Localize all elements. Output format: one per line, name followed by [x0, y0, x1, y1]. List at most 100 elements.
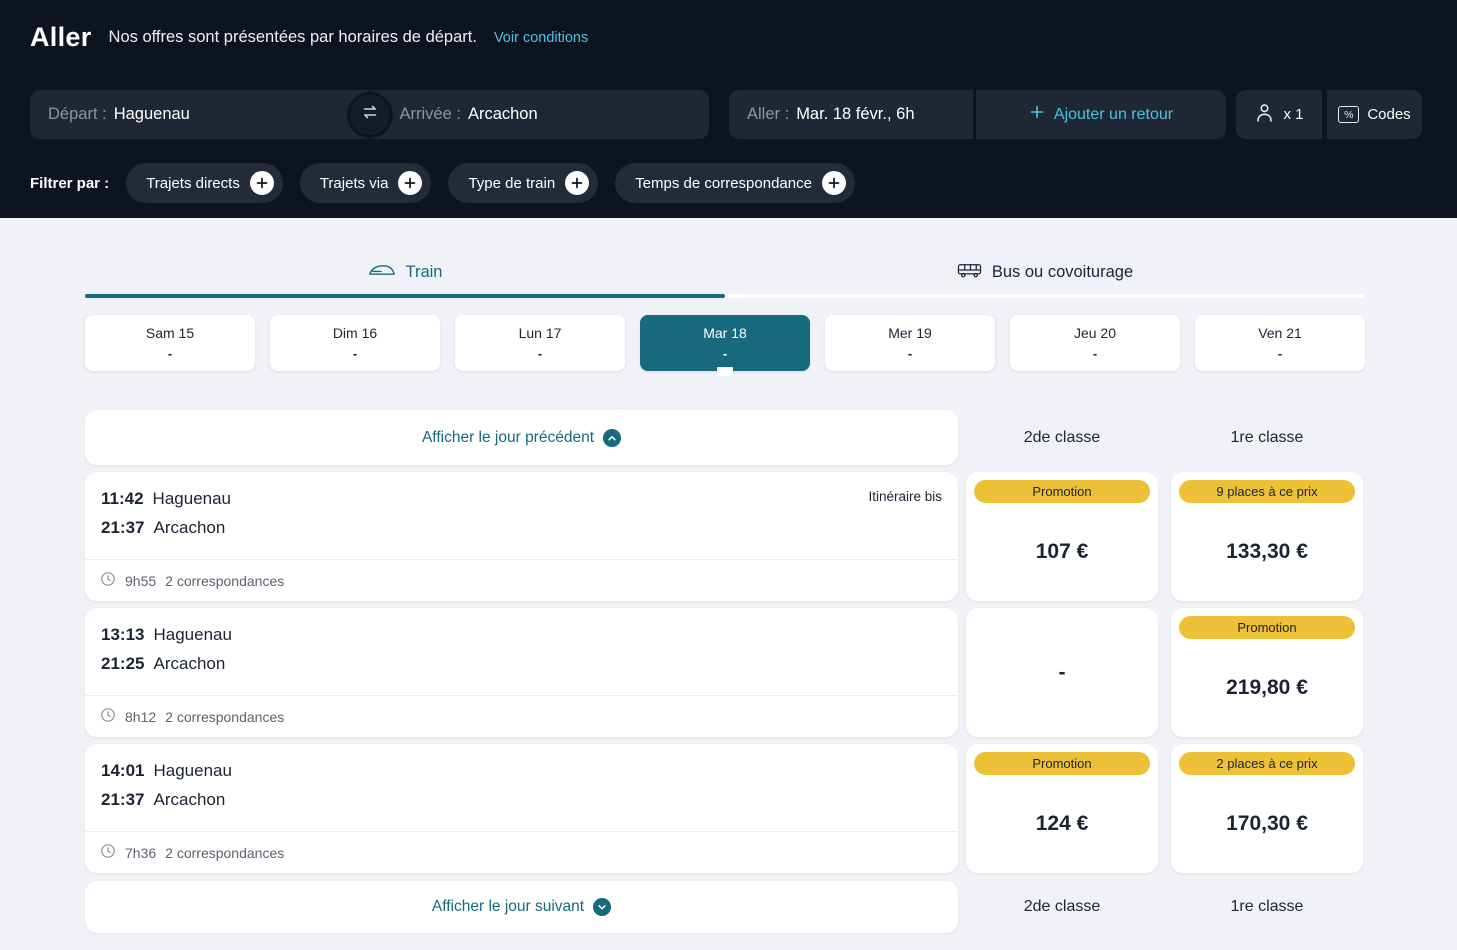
view-conditions-link[interactable]: Voir conditions — [493, 29, 589, 46]
percent-icon: % — [1338, 106, 1360, 123]
journey-arrival: 21:37 Arcachon — [101, 518, 942, 538]
price-value: - — [1058, 660, 1066, 684]
codes-label: Codes — [1367, 106, 1411, 123]
price-card-second-class[interactable]: - — [966, 608, 1158, 737]
page-title: Aller — [30, 22, 92, 52]
date-price: - — [352, 346, 358, 361]
price-value: 170,30 € — [1226, 812, 1308, 835]
passengers-button[interactable]: x 1 — [1236, 90, 1322, 139]
price-card-second-class[interactable]: Promotion 124 € — [966, 744, 1158, 873]
journey-arrival: 21:25 Arcachon — [101, 654, 942, 674]
price-badge: Promotion — [974, 480, 1150, 503]
date-card-dim-16[interactable]: Dim 16 - — [270, 315, 440, 371]
arrival-label: Arrivée : — [399, 105, 461, 123]
date-day: Ven 21 — [1258, 325, 1302, 341]
date-day: Mer 19 — [888, 325, 932, 341]
tab-underline-active — [85, 294, 725, 298]
journey-main: 11:42 Haguenau 21:37 Arcachon Itinéraire… — [85, 472, 958, 559]
filter-chip-direct[interactable]: Trajets directs — [126, 163, 283, 203]
price-card-first-class[interactable]: Promotion 219,80 € — [1171, 608, 1363, 737]
journey-connections: 2 correspondances — [165, 844, 285, 861]
date-card-ven-21[interactable]: Ven 21 - — [1195, 315, 1365, 371]
results-footer-row: Afficher le jour suivant 2de classe 1re … — [85, 881, 1365, 933]
filter-chip-via[interactable]: Trajets via — [299, 163, 432, 203]
person-icon — [1254, 102, 1275, 127]
show-previous-day-button[interactable]: Afficher le jour précédent — [85, 410, 958, 465]
outbound-date-field[interactable]: Aller : Mar. 18 févr., 6h — [729, 90, 973, 139]
train-icon — [368, 262, 396, 283]
journey-footer: 8h12 2 correspondances — [85, 695, 958, 737]
price-card-first-class[interactable]: 9 places à ce prix 133,30 € — [1171, 472, 1363, 601]
journey-card-1142[interactable]: 11:42 Haguenau 21:37 Arcachon Itinéraire… — [85, 472, 958, 601]
date-card-sam-15[interactable]: Sam 15 - — [85, 315, 255, 371]
price-card-first-class[interactable]: 2 places à ce prix 170,30 € — [1171, 744, 1363, 873]
tab-train[interactable]: Train — [85, 250, 725, 294]
journey-duration: 7h36 — [125, 844, 157, 861]
date-day: Jeu 20 — [1073, 325, 1117, 341]
price-card-second-class[interactable]: Promotion 107 € — [966, 472, 1158, 601]
codes-button[interactable]: % Codes — [1327, 90, 1422, 139]
date-price: - — [537, 346, 543, 361]
departure-station: Haguenau — [153, 625, 232, 644]
search-row: Départ : Haguenau Arrivée : Arcachon All… — [30, 90, 1422, 139]
clock-icon — [100, 571, 116, 590]
plus-icon — [1029, 104, 1045, 125]
results-list: Afficher le jour précédent 2de classe 1r… — [85, 410, 1365, 933]
chevron-down-icon — [593, 898, 612, 916]
transport-tabs: Train Bus ou covoiturage — [85, 250, 1365, 298]
date-card-lun-17[interactable]: Lun 17 - — [455, 315, 625, 371]
second-class-header: 2de classe — [1023, 428, 1101, 446]
tab-train-label: Train — [405, 262, 443, 281]
date-card-mar-18-selected[interactable]: Mar 18 - — [640, 315, 810, 376]
clock-icon — [100, 843, 116, 862]
swap-stations-button[interactable] — [346, 91, 393, 138]
show-next-day-label: Afficher le jour suivant — [431, 898, 585, 915]
journey-departure: 13:13 Haguenau — [101, 625, 942, 645]
price-value: 107 € — [1035, 540, 1089, 563]
departure-station: Haguenau — [152, 489, 232, 508]
add-return-label: Ajouter un retour — [1053, 105, 1174, 123]
price-badge: 9 places à ce prix — [1179, 480, 1355, 503]
date-card-mer-19[interactable]: Mer 19 - — [825, 315, 995, 371]
date-price: - — [1277, 346, 1283, 361]
itinerary-note: Itinéraire bis — [868, 489, 942, 504]
plus-icon — [249, 171, 274, 195]
date-carousel: Sam 15 - Dim 16 - Lun 17 - Mar 18 - Mer … — [85, 315, 1365, 376]
show-next-day-button[interactable]: Afficher le jour suivant — [85, 881, 958, 933]
filter-label: Filtrer par : — [30, 174, 110, 192]
departure-field[interactable]: Départ : Haguenau — [30, 90, 358, 139]
price-value: 219,80 € — [1226, 676, 1308, 699]
journey-departure: 14:01 Haguenau — [101, 761, 942, 781]
journey-card-1313[interactable]: 13:13 Haguenau 21:25 Arcachon 8h12 2 cor… — [85, 608, 958, 737]
date-price: - — [167, 346, 173, 361]
date-day: Dim 16 — [332, 325, 378, 341]
tab-bus-covoiturage[interactable]: Bus ou covoiturage — [725, 250, 1365, 294]
route-group: Départ : Haguenau Arrivée : Arcachon — [30, 90, 709, 139]
departure-time: 13:13 — [101, 625, 145, 644]
passengers-count: x 1 — [1283, 106, 1304, 123]
journey-row: 11:42 Haguenau 21:37 Arcachon Itinéraire… — [85, 472, 1365, 601]
journey-footer: 7h36 2 correspondances — [85, 831, 958, 873]
header: Aller Nos offres sont présentées par hor… — [0, 0, 1457, 218]
price-badge: Promotion — [1179, 616, 1355, 639]
tab-bus-label: Bus ou covoiturage — [991, 262, 1134, 281]
arrival-station: Arcachon — [153, 790, 226, 809]
filter-chip-train-type[interactable]: Type de train — [448, 163, 599, 203]
add-return-button[interactable]: Ajouter un retour — [976, 90, 1226, 139]
date-price: - — [722, 346, 728, 361]
date-card-jeu-20[interactable]: Jeu 20 - — [1010, 315, 1180, 371]
departure-time: 14:01 — [101, 761, 145, 780]
arrival-station: Arcachon — [153, 518, 226, 537]
journey-row: 13:13 Haguenau 21:25 Arcachon 8h12 2 cor… — [85, 608, 1365, 737]
selected-date-notch — [717, 367, 733, 376]
arrival-time: 21:25 — [101, 654, 145, 673]
filter-chip-connection-time[interactable]: Temps de correspondance — [615, 163, 855, 203]
arrival-field[interactable]: Arrivée : Arcachon — [358, 90, 710, 139]
journey-card-1401[interactable]: 14:01 Haguenau 21:37 Arcachon 7h36 2 cor… — [85, 744, 958, 873]
journey-footer: 9h55 2 correspondances — [85, 559, 958, 601]
arrival-station: Arcachon — [153, 654, 226, 673]
journey-main: 14:01 Haguenau 21:37 Arcachon — [85, 744, 958, 831]
date-price: - — [1092, 346, 1098, 361]
price-badge: Promotion — [974, 752, 1150, 775]
price-badge: 2 places à ce prix — [1179, 752, 1355, 775]
